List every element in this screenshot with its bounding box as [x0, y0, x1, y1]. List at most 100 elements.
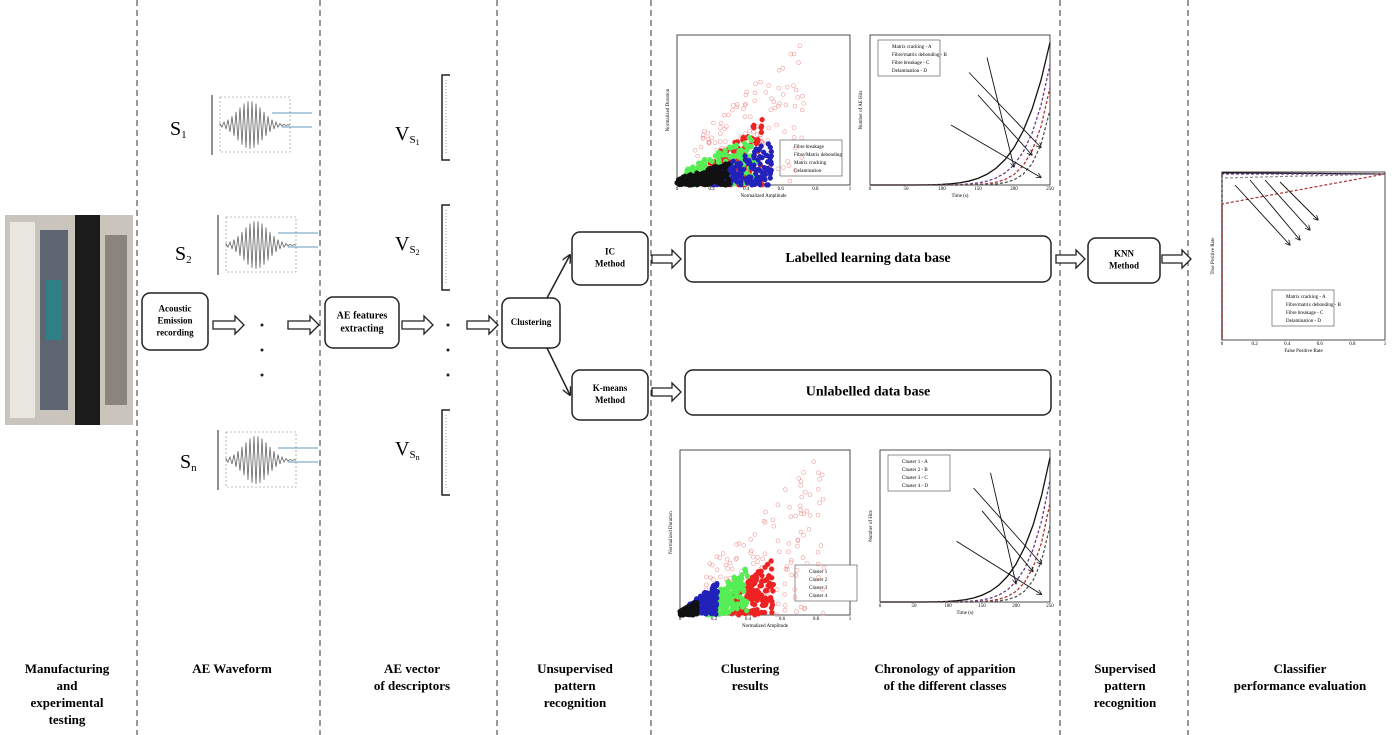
scatter-dot	[817, 500, 822, 506]
signal-base: V	[395, 233, 410, 255]
scatter-dot	[806, 527, 812, 532]
scatter-dot	[723, 139, 728, 144]
scatter-dot	[708, 171, 714, 178]
scatter-dot	[820, 496, 826, 502]
waveform-frame	[219, 96, 291, 153]
scatter-dot	[744, 178, 750, 184]
scatter-dot	[686, 172, 692, 179]
scatter-dot	[710, 562, 715, 568]
scatter-dot	[788, 560, 794, 565]
chrono-arrow	[968, 72, 1041, 148]
process-box	[571, 231, 649, 286]
scatter-dot	[777, 549, 782, 555]
scatter-dot	[717, 180, 724, 187]
scatter-dot	[769, 575, 775, 581]
scatter-dot	[686, 603, 692, 610]
scatter-dot	[749, 165, 755, 171]
scatter-dot	[818, 543, 824, 548]
scatter-dot	[766, 83, 771, 88]
scatter-dot	[802, 606, 807, 612]
column-label: and	[57, 678, 79, 693]
scatter-dot	[788, 557, 794, 563]
scatter-dot	[769, 602, 776, 608]
scatter-dot	[704, 574, 709, 580]
scatter-dot	[744, 608, 750, 614]
waveform-frame	[225, 431, 297, 488]
scatter-dot	[791, 125, 797, 130]
scatter-dot	[753, 608, 759, 615]
scatter-dot	[730, 169, 736, 175]
scatter-dot	[767, 144, 773, 151]
scatter-dot	[784, 564, 790, 569]
scatter-dot	[765, 182, 771, 188]
scatter-dot	[736, 601, 742, 607]
scatter-dot	[769, 96, 774, 101]
scatter-dot	[718, 574, 723, 580]
scatter-dot	[768, 149, 775, 155]
scatter-dot	[743, 92, 749, 98]
scatter-dot	[722, 168, 728, 174]
scatter-dot	[689, 611, 695, 617]
scatter-dot	[792, 587, 798, 592]
scatter-dot	[791, 51, 797, 57]
scatter-dot	[744, 89, 750, 95]
column-label: results	[732, 678, 769, 693]
scatter-dot	[730, 158, 737, 164]
scatter-dot	[761, 602, 767, 609]
scatter-dot	[752, 532, 758, 537]
scatter-dot	[692, 601, 698, 607]
scatter-dot	[786, 541, 792, 546]
inset-tick: 150	[978, 604, 986, 609]
scatter-dot	[680, 611, 687, 617]
scatter-dot	[801, 533, 806, 538]
scatter-dot	[741, 588, 747, 595]
scatter-dot	[783, 487, 788, 492]
column-label: Manufacturing	[25, 661, 110, 676]
scatter-dot	[715, 170, 721, 176]
scatter-dot	[692, 148, 698, 153]
scatter-dot	[763, 509, 768, 515]
legend-entry: Fibre breakage - C	[892, 61, 930, 66]
scatter-dot	[815, 512, 821, 518]
chrono-curve	[870, 109, 1051, 186]
scatter-dot	[768, 107, 774, 112]
signal-label: S2	[175, 243, 192, 266]
scatter-dot	[706, 165, 713, 172]
scatter-dot	[755, 559, 760, 564]
block-arrow	[212, 314, 245, 336]
inset-tick: 100	[938, 187, 946, 192]
scatter-dot	[820, 472, 825, 478]
scatter-dot	[726, 112, 731, 118]
scatter-dot	[771, 99, 777, 105]
process-box	[501, 297, 561, 349]
scatter-dot	[782, 608, 788, 613]
scatter-dot	[722, 181, 728, 187]
scatter-dot	[794, 568, 800, 573]
arrow	[546, 255, 570, 299]
scatter-dot	[767, 175, 773, 181]
scatter-dot	[731, 103, 736, 108]
roc-curve	[1221, 173, 1386, 340]
scatter-dot	[719, 593, 726, 599]
scatter-dot	[681, 178, 688, 184]
inset-tick: 0.4	[743, 187, 750, 192]
inset-tick: 250	[1046, 604, 1054, 609]
scatter-dot	[753, 81, 758, 87]
scatter-dot	[762, 169, 768, 175]
process-box	[141, 292, 209, 351]
signal-subsub: n	[416, 453, 420, 462]
scatter-dot	[734, 163, 740, 169]
inset-tick: 0.8	[813, 617, 820, 622]
scatter-dot	[783, 566, 789, 572]
box-label: K-means	[593, 383, 628, 393]
scatter-dot	[796, 476, 802, 481]
scatter-dot	[821, 565, 827, 571]
inset-legend	[779, 139, 843, 177]
scatter-dot	[752, 98, 757, 104]
scatter-dot	[743, 148, 750, 154]
dot	[446, 373, 450, 377]
scatter-dot	[784, 84, 790, 90]
chrono-arrow	[986, 57, 1014, 168]
column-label: AE vector	[384, 661, 440, 676]
scatter-dot	[742, 566, 748, 573]
